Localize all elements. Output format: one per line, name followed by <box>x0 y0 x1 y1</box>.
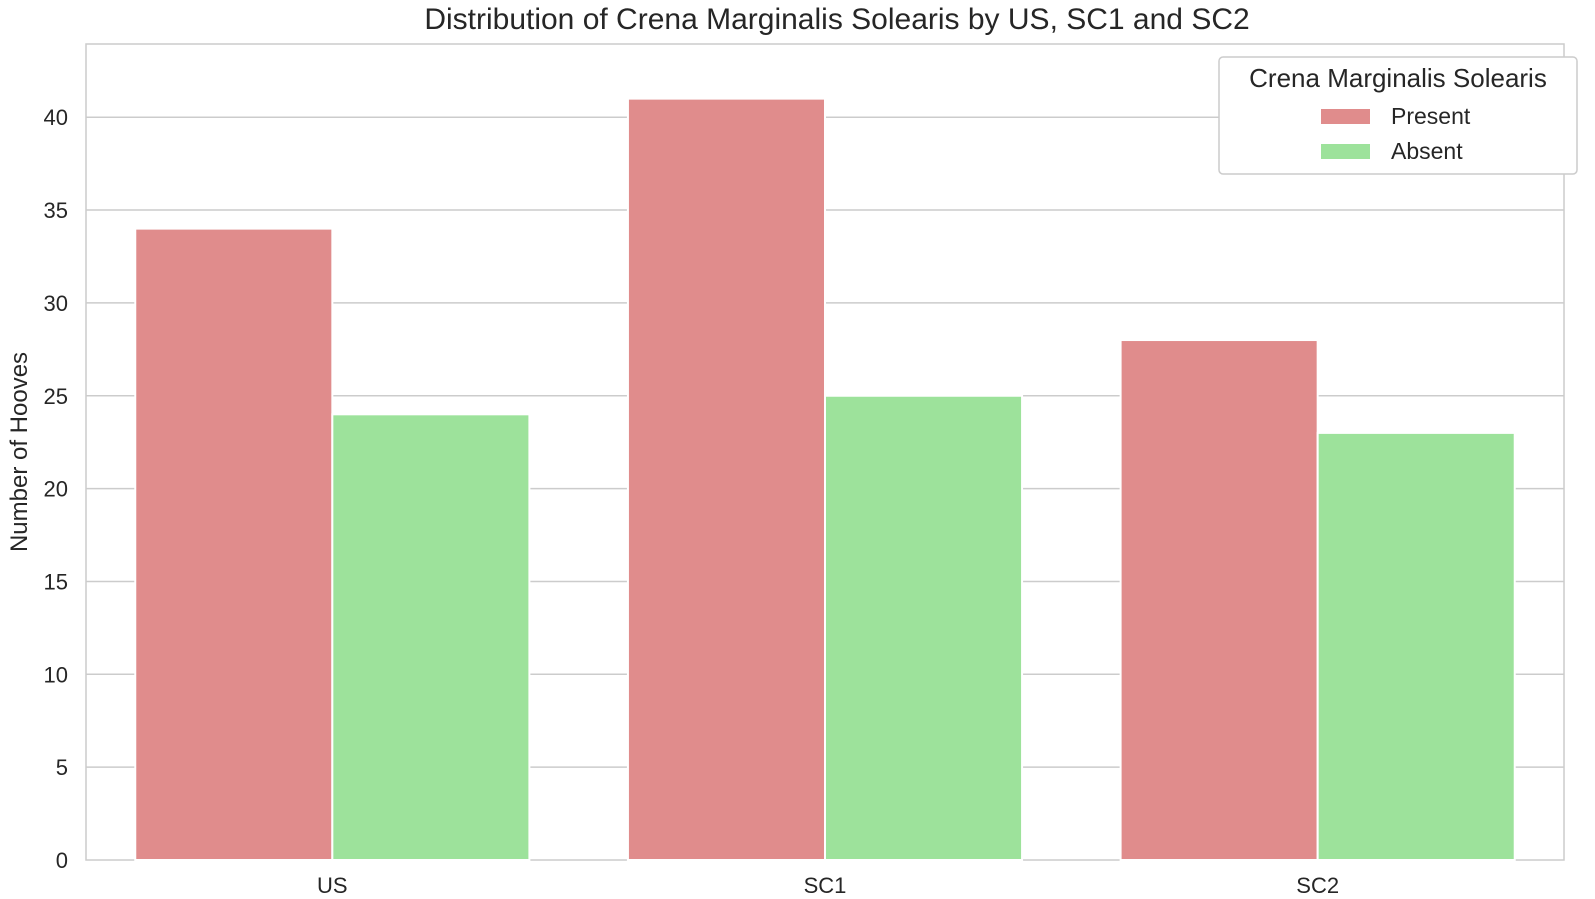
y-tick-label: 5 <box>56 755 68 780</box>
x-tick-label: US <box>317 873 348 898</box>
chart-title: Distribution of Crena Marginalis Soleari… <box>424 3 1249 36</box>
y-tick-label: 10 <box>44 662 68 687</box>
y-axis-label: Number of Hooves <box>6 352 33 552</box>
bar-present-us <box>134 227 334 861</box>
legend-title: Crena Marginalis Solearis <box>1249 63 1547 93</box>
y-tick-label: 30 <box>44 291 68 316</box>
x-axis-ticks: US SC1 SC2 <box>317 873 1339 898</box>
bar-absent-sc1 <box>824 394 1024 861</box>
x-tick-label: SC2 <box>1296 873 1339 898</box>
legend-swatch-present <box>1321 109 1370 124</box>
legend: Crena Marginalis Solearis Present Absent <box>1218 56 1578 175</box>
y-tick-label: 35 <box>44 198 68 223</box>
bar-absent-sc2 <box>1316 431 1516 861</box>
legend-label-present: Present <box>1391 103 1471 129</box>
legend-label-absent: Absent <box>1391 138 1463 164</box>
legend-swatch-absent <box>1321 144 1370 159</box>
y-tick-label: 40 <box>44 105 68 130</box>
y-tick-label: 0 <box>56 848 68 873</box>
bar-absent-us <box>331 413 531 861</box>
y-axis-ticks: 0 5 10 15 20 25 30 35 40 <box>44 105 68 873</box>
legend-box <box>1218 56 1578 175</box>
y-tick-label: 20 <box>44 477 68 502</box>
y-tick-label: 25 <box>44 384 68 409</box>
bar-present-sc1 <box>626 97 827 861</box>
y-tick-label: 15 <box>44 569 68 594</box>
bars <box>134 97 1516 862</box>
bar-present-sc2 <box>1119 339 1319 862</box>
x-tick-label: SC1 <box>804 873 847 898</box>
